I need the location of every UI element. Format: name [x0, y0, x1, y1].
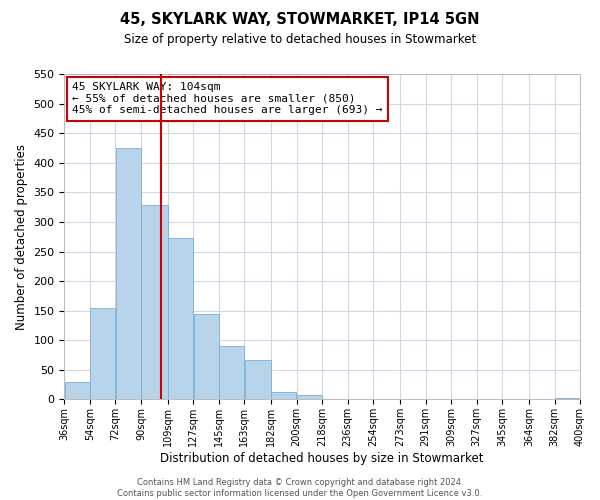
- Text: Contains HM Land Registry data © Crown copyright and database right 2024.
Contai: Contains HM Land Registry data © Crown c…: [118, 478, 482, 498]
- Bar: [116, 148, 140, 400]
- Text: 45, SKYLARK WAY, STOWMARKET, IP14 5GN: 45, SKYLARK WAY, STOWMARKET, IP14 5GN: [120, 12, 480, 28]
- Text: Size of property relative to detached houses in Stowmarket: Size of property relative to detached ho…: [124, 32, 476, 46]
- Text: 45 SKYLARK WAY: 104sqm
← 55% of detached houses are smaller (850)
45% of semi-de: 45 SKYLARK WAY: 104sqm ← 55% of detached…: [72, 82, 383, 116]
- Bar: [297, 394, 322, 400]
- X-axis label: Distribution of detached houses by size in Stowmarket: Distribution of detached houses by size …: [160, 452, 484, 465]
- Bar: [245, 360, 271, 400]
- Bar: [271, 392, 296, 400]
- Bar: [219, 346, 244, 400]
- Bar: [555, 398, 580, 400]
- Bar: [141, 206, 167, 400]
- Bar: [65, 382, 89, 400]
- Bar: [194, 314, 218, 400]
- Bar: [168, 238, 193, 400]
- Bar: [90, 308, 115, 400]
- Y-axis label: Number of detached properties: Number of detached properties: [15, 144, 28, 330]
